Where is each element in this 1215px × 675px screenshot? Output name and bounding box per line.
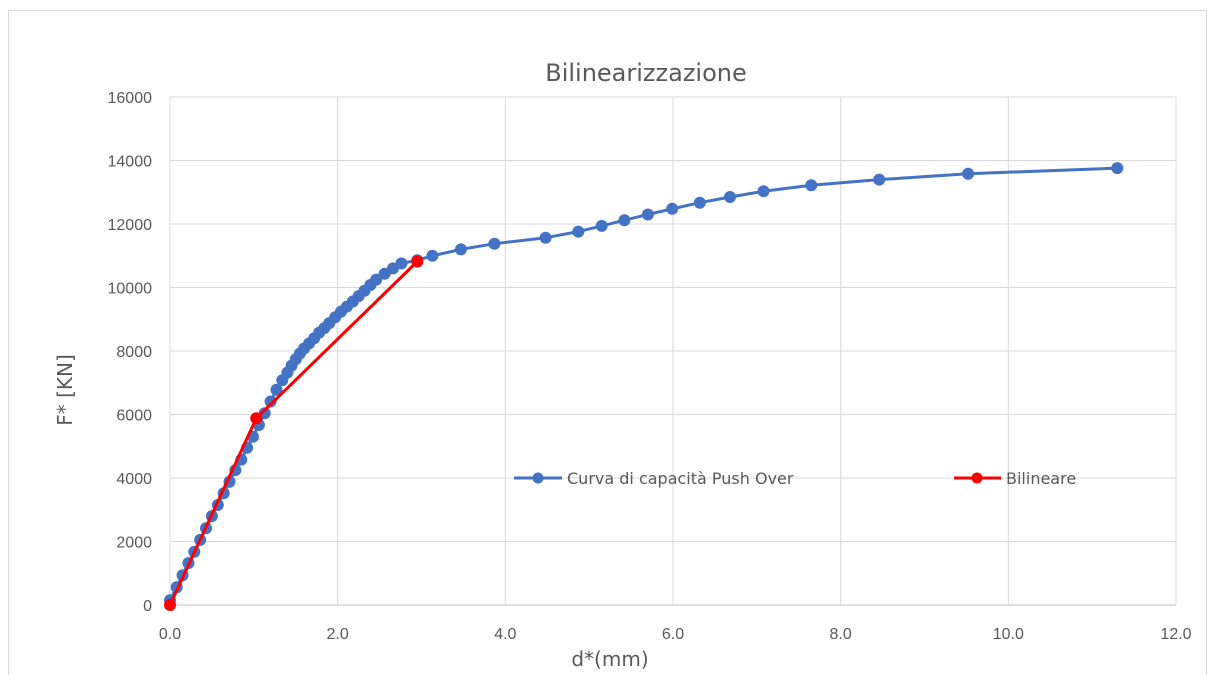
legend-marker-bilineare bbox=[971, 472, 983, 484]
x-axis-title: d*(mm) bbox=[571, 647, 648, 671]
data-point-pushover bbox=[488, 237, 501, 250]
data-point-pushover bbox=[395, 257, 408, 270]
data-point-pushover bbox=[962, 167, 975, 180]
data-point-pushover bbox=[693, 196, 706, 209]
legend-marker-pushover bbox=[532, 472, 544, 484]
x-tick-label: 12.0 bbox=[1160, 626, 1191, 643]
chart-frame bbox=[8, 10, 1207, 675]
y-tick-label: 16000 bbox=[108, 90, 153, 107]
data-point-pushover bbox=[873, 173, 886, 186]
y-tick-label: 6000 bbox=[116, 408, 152, 425]
data-point-bilineare bbox=[164, 599, 176, 611]
legend-label-bilineare: Bilineare bbox=[1006, 469, 1076, 488]
data-point-pushover bbox=[264, 395, 277, 408]
data-point-pushover bbox=[805, 179, 818, 192]
y-tick-label: 10000 bbox=[108, 281, 153, 298]
series-layer bbox=[164, 162, 1124, 611]
y-tick-label: 14000 bbox=[108, 154, 153, 171]
chart-title: Bilinearizzazione bbox=[545, 59, 747, 87]
y-tick-label: 4000 bbox=[116, 471, 152, 488]
data-point-pushover bbox=[572, 225, 585, 238]
series-bilineare bbox=[164, 255, 424, 611]
data-point-pushover bbox=[539, 231, 552, 244]
y-tick-label: 12000 bbox=[108, 217, 153, 234]
y-tick-labels: 0 2000 4000 6000 8000 10000 12000 14000 16000 bbox=[108, 90, 153, 615]
x-tick-label: 8.0 bbox=[830, 626, 852, 643]
series-pushover bbox=[164, 162, 1124, 607]
data-point-pushover bbox=[724, 191, 736, 203]
y-tick-label: 2000 bbox=[116, 535, 152, 552]
data-point-pushover bbox=[270, 383, 283, 396]
x-tick-label: 6.0 bbox=[662, 626, 684, 643]
x-tick-label: 0.0 bbox=[159, 626, 181, 643]
data-point-bilineare bbox=[411, 255, 424, 268]
data-point-pushover bbox=[618, 214, 631, 227]
data-point-bilineare bbox=[250, 412, 263, 425]
data-point-pushover bbox=[666, 202, 679, 215]
x-tick-label: 10.0 bbox=[993, 626, 1024, 643]
legend-entry-bilineare: Bilineare bbox=[954, 469, 1076, 488]
y-tick-label: 8000 bbox=[116, 344, 152, 361]
data-point-pushover bbox=[641, 208, 654, 221]
legend-label-pushover: Curva di capacità Push Over bbox=[567, 469, 794, 488]
data-point-pushover bbox=[426, 249, 439, 262]
data-point-pushover bbox=[1111, 162, 1124, 175]
x-tick-labels: 0.0 2.0 4.0 6.0 8.0 10.0 12.0 bbox=[159, 626, 1192, 643]
series-line-pushover bbox=[168, 166, 1118, 601]
y-axis-title: F* [KN] bbox=[53, 354, 77, 426]
data-point-pushover bbox=[757, 185, 770, 198]
series-line-bilineare bbox=[168, 260, 419, 606]
data-point-pushover bbox=[454, 243, 467, 256]
y-tick-label: 0 bbox=[143, 598, 152, 615]
x-tick-label: 4.0 bbox=[494, 626, 516, 643]
data-point-pushover bbox=[370, 273, 383, 286]
data-point-pushover bbox=[595, 219, 608, 232]
gridlines bbox=[169, 96, 1177, 606]
legend-entry-pushover: Curva di capacità Push Over bbox=[514, 469, 794, 488]
x-tick-label: 2.0 bbox=[327, 626, 349, 643]
